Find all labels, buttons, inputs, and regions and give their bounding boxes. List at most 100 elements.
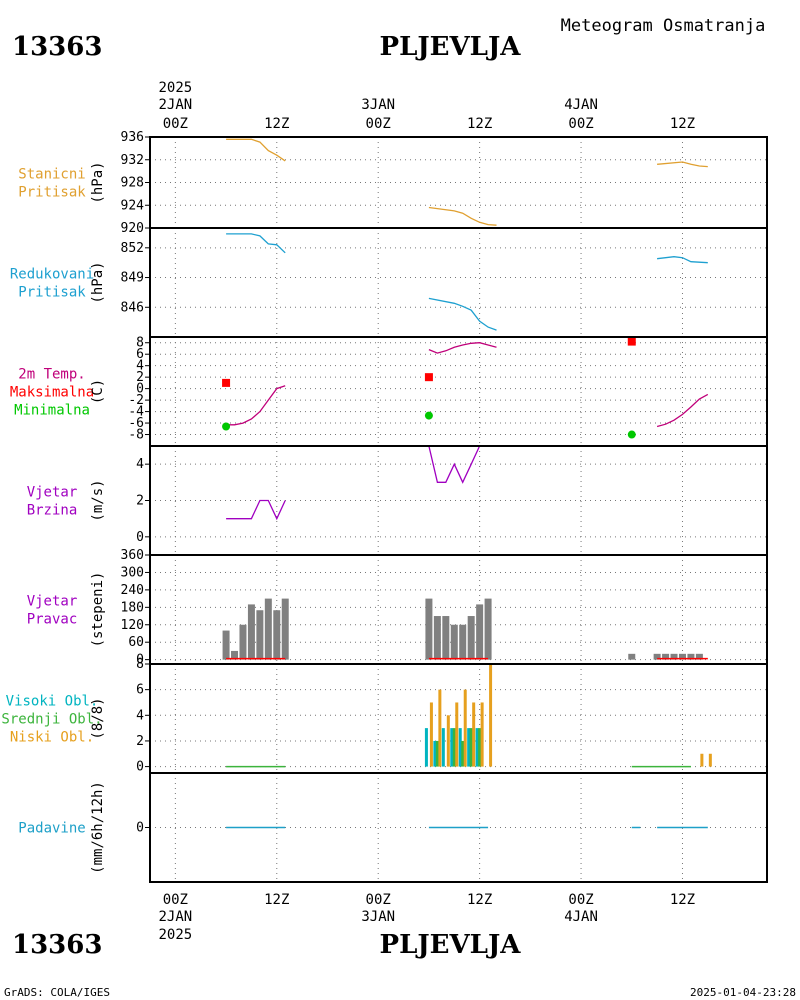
y-tick-label: 849 [121, 271, 144, 286]
cloud-high-bar [433, 740, 437, 767]
top-hour-tick-label: 00Z [568, 116, 593, 132]
y-tick-label: 4 [136, 708, 144, 723]
y-axis-label: (8/8) [90, 697, 106, 739]
y-tick-label: 2 [136, 494, 144, 509]
cloud-mid-bar [435, 740, 439, 767]
panel-frame [149, 136, 768, 229]
cloud-high-bar [467, 728, 471, 767]
panel-wind_speed: 0 2 4 Vjetar Brzina (m/s) [27, 445, 767, 556]
top-hour-tick-label: 12Z [670, 116, 695, 132]
panel-label: Pritisak [18, 285, 86, 301]
footer-left: GrADS: COLA/IGES [4, 986, 110, 999]
wind-direction-bar [256, 610, 264, 660]
wind-direction-bar [484, 598, 492, 660]
y-tick-label: 4 [136, 359, 144, 374]
y-tick-label: -2 [128, 393, 144, 408]
series-line [226, 385, 286, 426]
series-line [428, 206, 497, 226]
y-tick-label: 4 [136, 457, 144, 472]
series-line [226, 499, 286, 521]
wind-direction-bar [628, 653, 636, 660]
cloud-mid-bar [461, 740, 465, 767]
wind-direction-bar [247, 604, 255, 660]
top-date-label: 4JAN [564, 97, 598, 113]
series-line [226, 233, 286, 254]
y-tick-label: 928 [121, 176, 144, 191]
series-line [428, 297, 497, 331]
min-temp-marker [627, 430, 636, 439]
series-line [657, 161, 708, 168]
y-tick-label: -6 [128, 416, 144, 431]
series-line [656, 393, 709, 428]
cloud-low-bar [438, 689, 442, 767]
wind-direction-bar [662, 653, 670, 660]
y-tick-label: 0 [136, 382, 144, 397]
top-year-label: 2025 [158, 80, 192, 96]
wind-direction-bar [273, 610, 281, 660]
wind-direction-bar [450, 624, 458, 660]
bottom-date-label: 2JAN [158, 909, 192, 925]
cloud-high-bar [458, 728, 462, 767]
y-tick-label: 2 [136, 370, 144, 385]
wind-direction-bar [425, 598, 433, 660]
panel-label: Maksimalna [10, 385, 94, 401]
y-tick-label: 924 [121, 198, 145, 213]
max-temp-marker [627, 337, 636, 346]
cloud-low-bar [446, 715, 450, 767]
panel-frame [149, 336, 768, 447]
bottom-hour-tick-label: 12Z [467, 892, 492, 908]
max-temp-marker [222, 378, 231, 387]
top-date-label: 3JAN [361, 97, 395, 113]
panel-label: Redukovani [10, 267, 94, 283]
panel-precipitation: 0 Padavine (mm/6h/12h) [18, 773, 767, 882]
wind-direction-bar [281, 598, 289, 660]
panel-frame [149, 772, 768, 883]
station-id-bottom: 13363 [12, 930, 102, 960]
bottom-hour-tick-label: 00Z [366, 892, 391, 908]
y-tick-label: 0 [136, 821, 144, 836]
y-tick-label: 936 [121, 130, 144, 145]
wind-direction-bar [653, 653, 661, 660]
max-temp-marker [424, 373, 433, 382]
wind-direction-bar [433, 616, 441, 660]
panel-label: Minimalna [14, 403, 90, 419]
panel-label: Vjetar [27, 594, 78, 610]
bottom-hour-tick-label: 00Z [163, 892, 188, 908]
cloud-high-bar [450, 728, 454, 767]
y-tick-label: 6 [136, 347, 144, 362]
y-tick-label: 240 [121, 583, 144, 598]
y-tick-label: 60 [128, 635, 144, 650]
cloud-low-bar [472, 702, 476, 767]
y-tick-label: 120 [121, 618, 144, 633]
panel-reduced_pressure: 846 849 852 Redukovani Pritisak (hPa) [10, 228, 767, 337]
series-line [428, 342, 497, 354]
bottom-hour-tick-label: 00Z [568, 892, 593, 908]
cloud-high-bar [441, 728, 445, 767]
y-axis-label: (mm/6h/12h) [90, 781, 106, 874]
wind-direction-bar [264, 598, 272, 660]
panel-label: Pravac [27, 612, 78, 628]
y-tick-label: 8 [136, 657, 144, 672]
y-tick-label: 360 [121, 548, 144, 563]
y-tick-label: 0 [136, 760, 144, 775]
station-name: PLJEVLJA [380, 32, 522, 62]
panel-label: Visoki Obl. [6, 694, 99, 710]
bottom-hour-tick-label: 12Z [264, 892, 289, 908]
min-temp-marker [222, 422, 231, 431]
panel-label: Niski Obl. [10, 730, 94, 746]
panel-frame [149, 445, 768, 556]
y-tick-label: -4 [128, 405, 144, 420]
min-temp-marker [424, 411, 433, 420]
panel-frame [149, 227, 768, 338]
wind-direction-bar [239, 624, 247, 660]
cloud-low-bar [455, 702, 459, 767]
top-hour-tick-label: 00Z [163, 116, 188, 132]
station-id: 13363 [12, 32, 102, 62]
panel-frame [149, 663, 768, 774]
panel-label: 2m Temp. [18, 367, 85, 383]
cloud-low-bar [700, 753, 704, 767]
panel-label: Stanicni [18, 167, 85, 183]
y-axis-label: (stepeni) [90, 572, 106, 648]
